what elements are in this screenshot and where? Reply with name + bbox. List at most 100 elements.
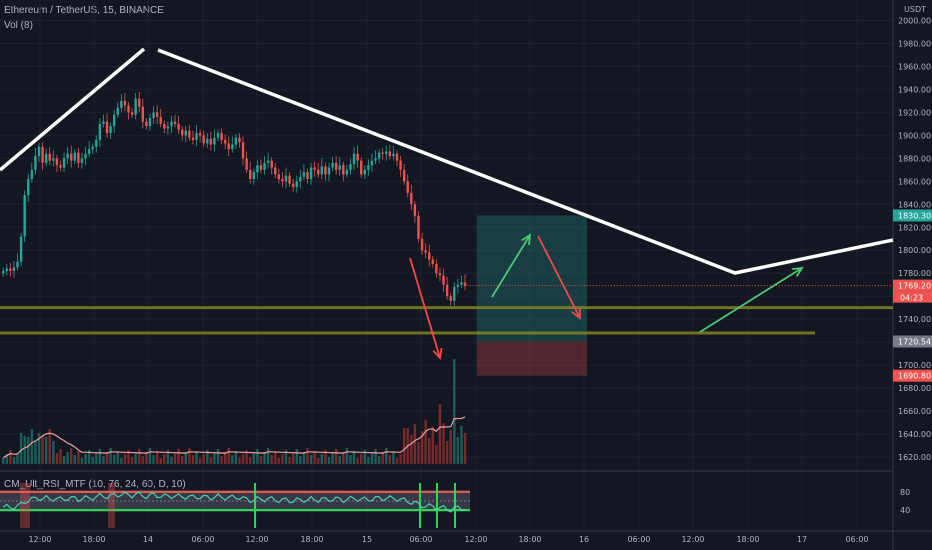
candle-body xyxy=(360,160,363,175)
volume-bar xyxy=(327,457,331,464)
volume-bar xyxy=(252,453,255,464)
volume-bar xyxy=(238,458,241,464)
y-tick-label: 1840.00 xyxy=(898,200,931,209)
candle-body xyxy=(456,284,460,287)
candle-body xyxy=(112,114,116,127)
candle-body xyxy=(145,121,148,127)
arrow-down-red xyxy=(537,235,581,319)
candle-body xyxy=(109,126,112,134)
volume-bar xyxy=(84,454,87,464)
volume-bar xyxy=(295,449,298,464)
loss-zone xyxy=(477,341,587,376)
y-tick-label: 1820.00 xyxy=(898,223,931,232)
candle-body xyxy=(80,158,84,163)
volume-bar xyxy=(155,451,159,464)
candle-body xyxy=(438,273,442,276)
volume-bar xyxy=(438,404,442,464)
candle-body xyxy=(453,286,456,301)
candle-body xyxy=(59,165,62,168)
volume-bar xyxy=(213,453,216,464)
price-label: 1830.30 xyxy=(898,211,931,220)
candle-body xyxy=(62,158,66,168)
volume-bar xyxy=(173,453,177,464)
volume-bar xyxy=(73,455,76,464)
candle-body xyxy=(352,153,356,165)
price-axis xyxy=(893,0,932,550)
candle-body xyxy=(223,139,227,144)
candle-body xyxy=(130,112,134,115)
candle-body xyxy=(306,172,309,180)
candle-body xyxy=(98,123,102,140)
volume-bar xyxy=(374,449,377,464)
candle-body xyxy=(295,181,298,188)
candle-body xyxy=(349,164,352,170)
candle-body xyxy=(77,152,80,163)
trendline-left xyxy=(0,47,146,172)
x-tick-label: 06:00 xyxy=(845,535,868,544)
x-tick-label: 14 xyxy=(143,535,153,544)
volume-bar xyxy=(70,448,73,464)
volume-bar xyxy=(349,455,352,464)
volume-bar xyxy=(223,452,227,464)
candle-body xyxy=(19,236,23,262)
volume-bar xyxy=(41,436,44,464)
volume-bar xyxy=(59,449,62,464)
volume-bar xyxy=(27,437,30,464)
arrow-down-red xyxy=(409,257,441,359)
volume-bar xyxy=(456,437,460,464)
candle-body xyxy=(338,165,341,170)
volume-bar xyxy=(134,453,137,464)
candle-body xyxy=(445,284,449,297)
y-tick-label: 1780.00 xyxy=(898,269,931,278)
candle-body xyxy=(163,123,166,129)
candle-body xyxy=(220,133,223,140)
volume-bar xyxy=(123,454,127,464)
volume-bar xyxy=(270,455,273,464)
candle-body xyxy=(420,238,424,251)
volume-bar xyxy=(145,452,148,464)
y-tick-label: 1660.00 xyxy=(898,407,931,416)
x-tick-label: 18:00 xyxy=(518,535,541,544)
volume-bar xyxy=(324,450,327,464)
x-tick-label: 18:00 xyxy=(82,535,105,544)
countdown-label: 04:23 xyxy=(900,294,923,303)
candle-body xyxy=(184,130,187,136)
candle-body xyxy=(460,282,463,285)
candle-body xyxy=(356,153,359,161)
candle-body xyxy=(166,126,170,129)
volume-bar xyxy=(342,452,345,464)
volume-bar xyxy=(9,450,12,464)
volume-bar xyxy=(241,454,245,464)
volume-bar xyxy=(170,457,173,464)
candle-body xyxy=(424,250,427,253)
candle-body xyxy=(177,123,180,130)
candle-body xyxy=(320,166,324,175)
candle-body xyxy=(277,174,281,180)
candle-body xyxy=(449,296,452,301)
candle-body xyxy=(392,153,395,157)
candle-body xyxy=(367,165,370,170)
volume-bar xyxy=(16,453,19,464)
volume-bar xyxy=(231,455,234,464)
x-tick-label: 17 xyxy=(797,535,807,544)
volume-bar xyxy=(309,455,313,464)
volume-bar xyxy=(148,448,152,464)
y-tick-label: 1980.00 xyxy=(898,39,931,48)
rsi-overbought-zone xyxy=(20,483,30,528)
candle-body xyxy=(84,153,87,159)
volume-bar xyxy=(435,445,438,464)
volume-bar xyxy=(163,454,166,464)
volume-bar xyxy=(227,448,230,464)
arrow-up-green xyxy=(699,267,803,333)
volume-bar xyxy=(127,450,130,464)
volume-bar xyxy=(388,455,392,464)
volume-bar xyxy=(159,458,162,464)
volume-bar xyxy=(281,454,284,464)
volume-bar xyxy=(95,453,98,464)
candle-body xyxy=(334,162,338,170)
volume-bar xyxy=(234,451,238,464)
volume-bar xyxy=(245,450,248,464)
arrow-down-red-head xyxy=(571,307,581,320)
x-tick-label: 18:00 xyxy=(300,535,323,544)
